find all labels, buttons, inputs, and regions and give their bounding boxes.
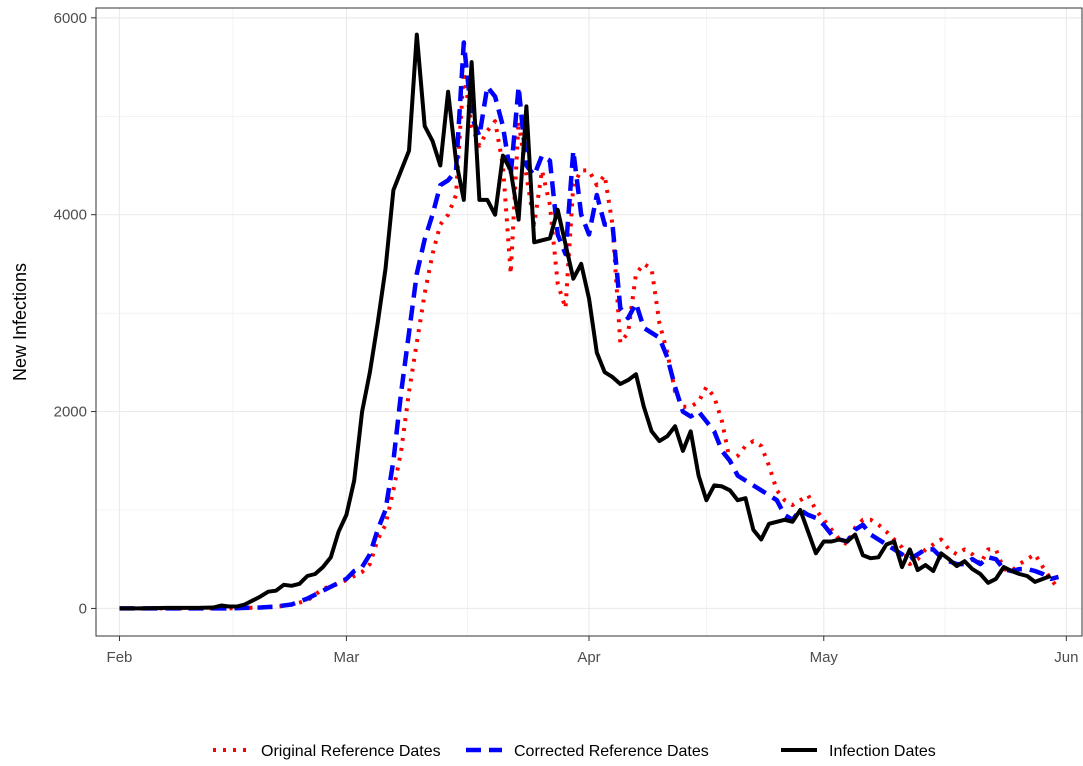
x-tick-label: Jun [1054, 649, 1078, 666]
x-axis: Feb Mar Apr May Jun [107, 636, 1078, 666]
series-lines [119, 32, 1061, 611]
legend: Original Reference Dates Corrected Refere… [213, 743, 936, 760]
x-tick-label: Apr [577, 649, 600, 666]
y-tick-label: 0 [79, 600, 87, 617]
legend-label-2: Corrected Reference Dates [514, 743, 709, 760]
series-line-3 [119, 32, 1052, 611]
x-tick-label: May [810, 649, 839, 666]
x-tick-label: Mar [333, 649, 359, 666]
y-tick-label: 4000 [54, 207, 87, 224]
y-axis: 0 2000 4000 6000 [54, 10, 96, 617]
x-tick-label: Feb [107, 649, 133, 666]
y-tick-label: 2000 [54, 404, 87, 421]
legend-label-1: Original Reference Dates [261, 743, 441, 760]
legend-label-3: Infection Dates [829, 743, 936, 760]
series-line-2 [119, 40, 1060, 611]
y-axis-title: New Infections [10, 263, 30, 381]
y-tick-label: 6000 [54, 10, 87, 27]
